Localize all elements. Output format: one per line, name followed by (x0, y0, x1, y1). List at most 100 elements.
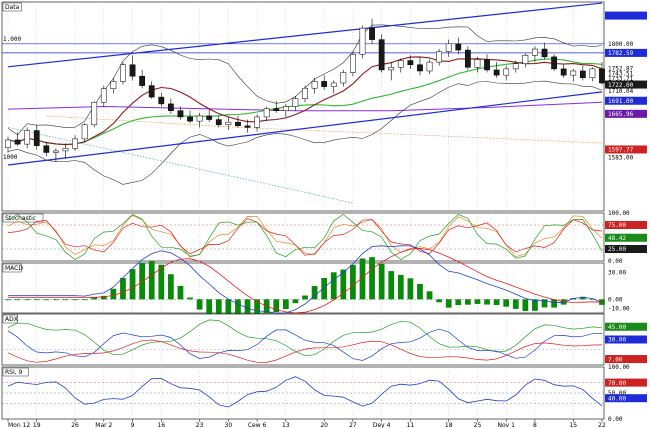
candle (254, 114, 260, 132)
macd-histogram-bar (215, 299, 222, 322)
macd-histogram-bar (321, 277, 328, 300)
candle (350, 51, 356, 77)
macd-histogram-bar (24, 299, 31, 301)
candle (311, 77, 318, 94)
candle-body (532, 48, 538, 56)
price-label: 30.00 (605, 335, 647, 344)
price-label: 30.00 (608, 269, 626, 276)
price-label-text: 100.00 (608, 364, 630, 371)
macd-histogram-bar (464, 299, 471, 305)
adx-line (7, 328, 603, 361)
candle (167, 98, 174, 114)
panel-title: Stochastic (5, 215, 36, 222)
panel-title-box: RSI, 9 (2, 367, 29, 376)
left-price-label: 1000 (3, 154, 18, 161)
candle-body (541, 48, 548, 58)
candle (62, 143, 69, 159)
x-tick-label: 22 (598, 422, 606, 428)
candle-body (177, 110, 184, 118)
price-label: 75.00 (605, 221, 647, 229)
macd-histogram-bar (158, 264, 165, 300)
price-label: 1691.00 (605, 96, 647, 105)
price-label-text: 50.00 (608, 390, 626, 397)
candle (493, 62, 500, 78)
panel-title-frame (2, 314, 19, 324)
x-tick-label: 9 (131, 422, 135, 428)
macd-histogram-bar (187, 297, 193, 300)
price-label-text: 48.42 (608, 235, 626, 242)
panel-macd: MACD 30.00 0.00 -10.00 (1, 245, 630, 323)
candle (33, 124, 40, 150)
candle (215, 115, 222, 128)
macd-histogram-bar (512, 299, 519, 309)
macd-histogram-bar (244, 299, 251, 321)
candle-body (579, 70, 586, 79)
macd-histogram-bar (397, 274, 404, 300)
price-label: 70.00 (605, 378, 647, 387)
macd-histogram-bar (302, 295, 308, 300)
candle (589, 67, 596, 82)
candle (100, 85, 107, 107)
price-label-text: 1782.59 (608, 50, 634, 57)
candle (206, 109, 213, 123)
candle (330, 80, 337, 94)
bollinger-lower (7, 80, 603, 185)
macd-histogram-bar (436, 299, 443, 303)
price-label: 1722.00 (605, 80, 647, 89)
macd-histogram-bar (148, 261, 155, 300)
candle (397, 58, 404, 73)
macd-histogram-bar (369, 257, 375, 300)
macd-histogram-bar (206, 299, 213, 317)
candle (43, 142, 50, 157)
macd-histogram-bar (474, 299, 481, 304)
price-label-text: 1691.00 (608, 98, 634, 105)
price-label-text: 0.00 (608, 258, 623, 265)
x-tick-label: Mon 12 (8, 422, 30, 428)
candle-body (91, 102, 98, 126)
price-label: 1710.04 (608, 88, 634, 95)
price-label-bg (605, 233, 647, 242)
macd-signal (8, 247, 603, 314)
panel-title: RSI, 9 (5, 369, 23, 376)
macd-histogram-bar (522, 299, 529, 312)
panel-title-frame (2, 213, 44, 223)
candle (120, 62, 126, 85)
panel-title: MACD (5, 265, 23, 272)
price-label-text: 30.00 (608, 337, 626, 344)
candle-body (369, 27, 375, 40)
macd-histogram-bar (417, 283, 423, 300)
price-label: 7.00 (605, 355, 647, 363)
price-label-text: 1743.51 (608, 71, 634, 78)
macd-histogram-bar (196, 299, 203, 310)
dotted-trend-cyan (7, 127, 353, 204)
candle (512, 60, 519, 73)
macd-histogram-bar (589, 298, 596, 300)
price-label: 25.00 (605, 245, 647, 253)
macd-histogram-bar (407, 278, 414, 300)
candle (14, 132, 21, 146)
macd-histogram-bar (579, 296, 586, 300)
macd-histogram-bar (72, 299, 78, 301)
macd-histogram-bar (33, 299, 40, 301)
x-tick-label: 15 (569, 422, 577, 428)
x-tick-label: 23 (196, 422, 204, 428)
candle-body (206, 115, 213, 120)
macd-histogram-bar (14, 299, 21, 301)
candle-body (215, 119, 222, 126)
x-tick-label: 13 (282, 422, 290, 428)
panel-title: Data (5, 4, 20, 11)
candle (53, 148, 59, 162)
macd-histogram-bar (43, 299, 50, 301)
price-label: -10.00 (608, 306, 630, 313)
macd-histogram-bar (254, 299, 260, 318)
price-label-bg (605, 355, 647, 364)
moving-average-long (7, 58, 603, 146)
candle-body (292, 98, 299, 107)
macd-histogram-bar (5, 299, 11, 301)
candle (388, 62, 395, 81)
macd-histogram-bar (350, 264, 356, 300)
price-label-bg (605, 335, 647, 344)
candle (445, 39, 452, 57)
macd-histogram-bar (455, 299, 462, 306)
